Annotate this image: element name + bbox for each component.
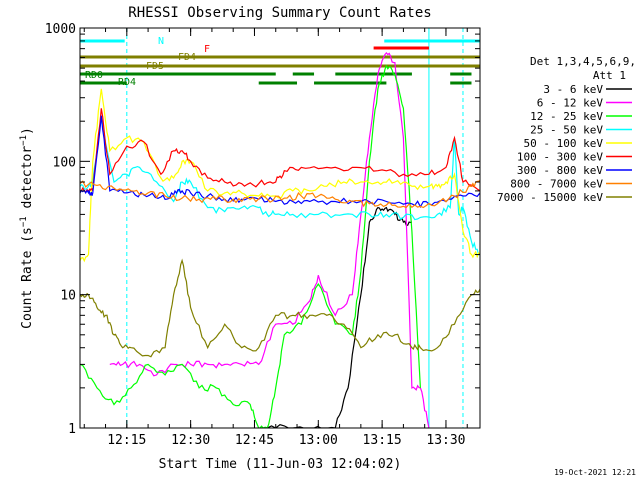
series-group — [80, 51, 480, 428]
flag-label-fd5: FD5 — [146, 61, 164, 72]
flag-label-n: N — [158, 36, 164, 47]
x-tick-label: 12:15 — [107, 433, 146, 448]
legend-entry-label: 300 - 800 keV — [517, 164, 603, 177]
x-tick-label: 12:30 — [171, 433, 210, 448]
flag-label-rd4: RD4 — [118, 77, 136, 88]
legend-entry-label: 100 - 300 keV — [517, 151, 603, 164]
y-tick-label: 10 — [60, 289, 76, 304]
y-axis-label: Count Rate (s−1 detector−1) — [19, 127, 35, 329]
series-line-6 — [80, 115, 480, 208]
series-line-1 — [109, 51, 430, 428]
y-tick-label: 100 — [53, 155, 76, 170]
x-tick-label: 13:15 — [363, 433, 402, 448]
flag-label-fd4: FD4 — [178, 52, 196, 63]
x-axis-label: Start Time (11-Jun-03 12:04:02) — [159, 457, 402, 472]
flag-label-f: F — [204, 44, 210, 55]
series-line-5 — [80, 108, 480, 194]
series-line-3 — [80, 118, 480, 256]
legend-entry-label: 12 - 25 keV — [530, 110, 603, 123]
legend-entry-label: 6 - 12 keV — [537, 97, 604, 110]
legend-entry-label: 800 - 7000 keV — [510, 178, 603, 191]
plot-frame — [79, 27, 481, 429]
legend-entry-label: 50 - 100 keV — [524, 137, 604, 150]
series-line-2 — [80, 64, 421, 428]
legend-header-attenuator: Att 1 — [593, 69, 626, 82]
x-tick-label: 13:30 — [426, 433, 465, 448]
chart-title: RHESSI Observing Summary Count Rates — [128, 5, 431, 21]
y-tick-label: 1 — [68, 422, 76, 437]
legend-entry-label: 7000 - 15000 keV — [497, 191, 603, 204]
flag-label-rd0: RD0 — [85, 70, 103, 81]
state-flag-bars: N F FD4 FD5 RD0 RD4 — [80, 36, 480, 88]
legend-header-detectors: Det 1,3,4,5,6,9, — [530, 55, 636, 68]
series-line-7 — [80, 179, 480, 209]
series-line-8 — [80, 258, 480, 358]
legend-entry-label: 3 - 6 keV — [543, 83, 603, 96]
legend-entry-label: 25 - 50 keV — [530, 124, 603, 137]
y-tick-label: 1000 — [45, 22, 76, 37]
axes-group: 12:15 12:30 12:45 13:00 13:15 13:30 1 10 100 1000 — [45, 22, 480, 448]
x-tick-label: 12:45 — [235, 433, 274, 448]
footer-timestamp: 19-Oct-2021 12:21 — [554, 468, 636, 477]
x-tick-label: 13:00 — [299, 433, 338, 448]
